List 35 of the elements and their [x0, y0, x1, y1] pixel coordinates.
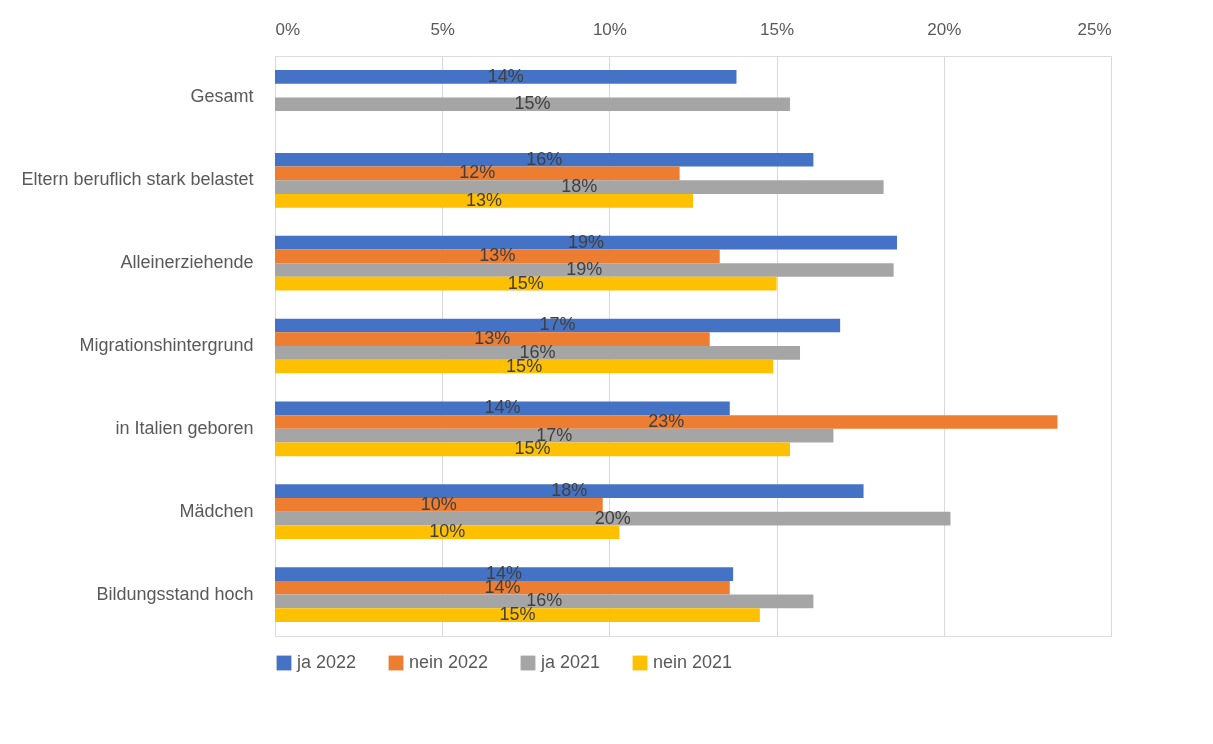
data-label: 16% [526, 148, 563, 169]
data-label: 10% [420, 493, 457, 514]
legend-label: nein 2021 [653, 652, 733, 672]
x-tick-label: 10% [592, 19, 627, 39]
y-tick-label: Mädchen [179, 500, 254, 521]
data-label: 15% [507, 272, 544, 293]
data-label: 13% [465, 189, 503, 210]
y-tick-label: Bildungsstand hoch [96, 583, 254, 604]
data-label: 20% [594, 507, 631, 528]
y-tick-label: Migrationshintergrund [79, 335, 254, 355]
x-tick-label: 15% [760, 19, 795, 39]
data-label: 13% [479, 245, 516, 266]
data-label: 14% [487, 65, 524, 86]
x-tick-label: 20% [927, 19, 962, 39]
data-label: 19% [566, 258, 603, 279]
data-label: 13% [474, 328, 511, 349]
data-label: 17% [539, 314, 576, 335]
legend-label: ja 2022 [296, 652, 357, 672]
data-label: 18% [551, 480, 588, 501]
y-tick-label: Gesamt [190, 86, 254, 107]
legend-label: nein 2022 [409, 652, 489, 672]
y-tick-label: in Italien geboren [115, 417, 254, 438]
data-label: 12% [459, 162, 496, 183]
x-tick-label: 25% [1077, 19, 1112, 39]
x-tick-label: 0% [275, 19, 301, 39]
data-label: 14% [484, 397, 521, 418]
x-tick-label: 5% [430, 19, 455, 39]
data-label: 15% [514, 93, 551, 114]
y-tick-label: Eltern beruflich stark belastet [21, 169, 254, 190]
data-label: 18% [561, 176, 598, 197]
legend-label: ja 2021 [540, 652, 601, 672]
data-label: 23% [648, 411, 685, 432]
data-label: 10% [429, 521, 466, 542]
y-tick-label: Alleinerziehende [120, 252, 254, 273]
data-label: 19% [567, 231, 605, 252]
